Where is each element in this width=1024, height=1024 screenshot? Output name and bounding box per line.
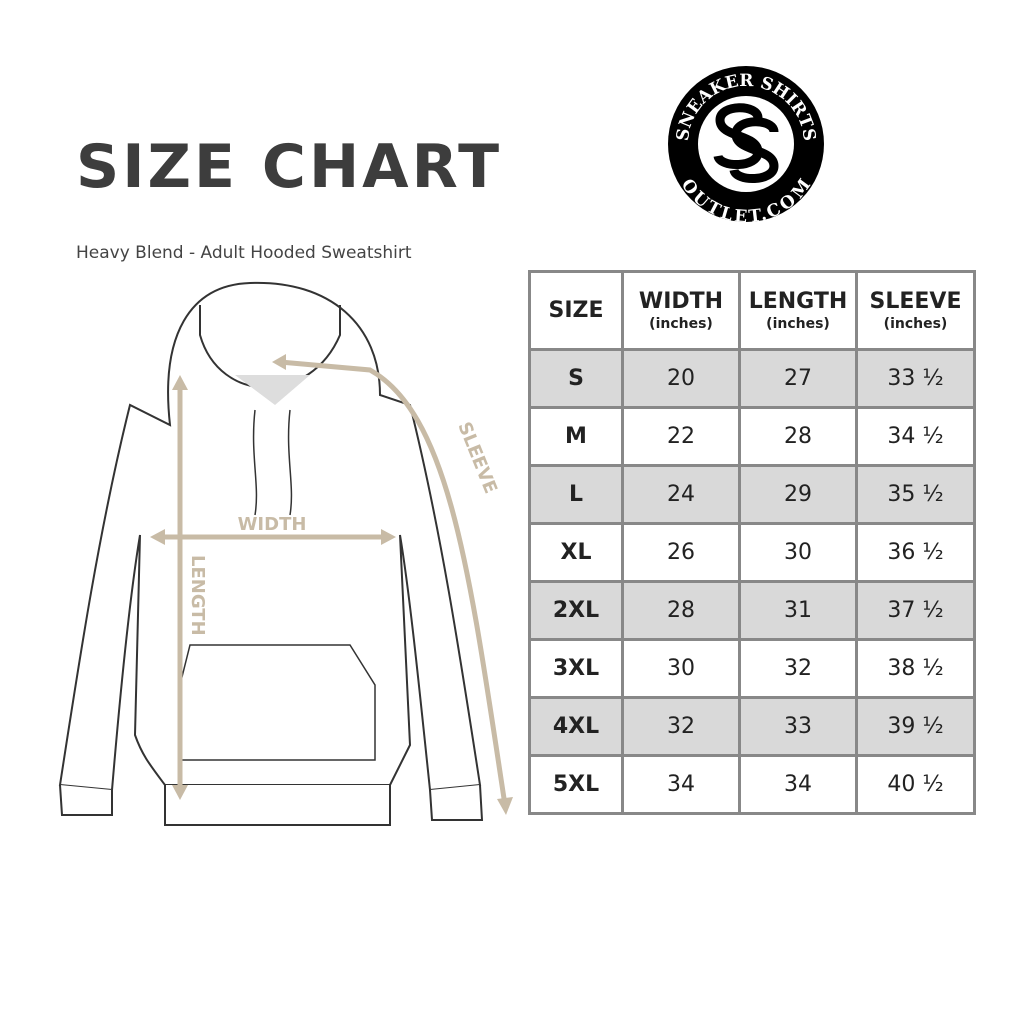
- measurement-cell: 37 ½: [855, 580, 976, 641]
- measurement-cell: 30: [621, 638, 741, 699]
- table-header-row: SIZE WIDTH (inches) LENGTH (inches) SLEEVE (in…: [528, 270, 976, 351]
- size-cell: L: [528, 464, 624, 525]
- brand-logo: SNEAKER SHIRTS OUTLET.COM: [668, 66, 824, 224]
- header-label: LENGTH: [748, 288, 848, 314]
- size-cell: M: [528, 406, 624, 467]
- hoodie-diagram: WIDTH LENGTH SLEEVE: [58, 281, 513, 826]
- measurement-cell: 29: [738, 464, 858, 525]
- measurement-cell: 34: [738, 754, 858, 815]
- measurement-cell: 31: [738, 580, 858, 641]
- size-cell: 5XL: [528, 754, 624, 815]
- table-row: 3XL 30 32 38 ½: [528, 638, 976, 699]
- measurement-cell: 22: [621, 406, 741, 467]
- measurement-cell: 32: [738, 638, 858, 699]
- measurement-cell: 24: [621, 464, 741, 525]
- size-cell: 3XL: [528, 638, 624, 699]
- column-header-length: LENGTH (inches): [738, 270, 858, 351]
- size-cell: S: [528, 348, 624, 409]
- column-header-size: SIZE: [528, 270, 624, 351]
- table-row: 4XL 32 33 39 ½: [528, 696, 976, 757]
- measurement-cell: 30: [738, 522, 858, 583]
- measurement-cell: 38 ½: [855, 638, 976, 699]
- header-label: SIZE: [548, 297, 604, 323]
- table-row: M 22 28 34 ½: [528, 406, 976, 467]
- header-label: SLEEVE: [869, 288, 962, 314]
- measurement-cell: 33 ½: [855, 348, 976, 409]
- sleeve-label: SLEEVE: [453, 419, 501, 497]
- measurement-cell: 34: [621, 754, 741, 815]
- table-row: 5XL 34 34 40 ½: [528, 754, 976, 815]
- header-unit: (inches): [883, 315, 948, 332]
- size-cell: 4XL: [528, 696, 624, 757]
- page-title: SIZE CHART: [76, 132, 503, 202]
- measurement-cell: 32: [621, 696, 741, 757]
- measurement-cell: 40 ½: [855, 754, 976, 815]
- measurement-cell: 20: [621, 348, 741, 409]
- table-row: S 20 27 33 ½: [528, 348, 976, 409]
- size-cell: XL: [528, 522, 624, 583]
- measurement-cell: 34 ½: [855, 406, 976, 467]
- size-cell: 2XL: [528, 580, 624, 641]
- length-label: LENGTH: [187, 555, 208, 636]
- column-header-sleeve: SLEEVE (inches): [855, 270, 976, 351]
- measurement-cell: 39 ½: [855, 696, 976, 757]
- column-header-width: WIDTH (inches): [621, 270, 741, 351]
- table-row: 2XL 28 31 37 ½: [528, 580, 976, 641]
- table-row: L 24 29 35 ½: [528, 464, 976, 525]
- product-subtitle: Heavy Blend - Adult Hooded Sweatshirt: [76, 243, 412, 263]
- measurement-cell: 26: [621, 522, 741, 583]
- table-row: XL 26 30 36 ½: [528, 522, 976, 583]
- measurement-cell: 36 ½: [855, 522, 976, 583]
- measurement-cell: 33: [738, 696, 858, 757]
- measurement-cell: 35 ½: [855, 464, 976, 525]
- measurement-cell: 28: [738, 406, 858, 467]
- header-label: WIDTH: [638, 288, 724, 314]
- hoodie-outline: [58, 281, 484, 826]
- header-unit: (inches): [649, 315, 713, 332]
- size-table: SIZE WIDTH (inches) LENGTH (inches) SLEEVE (in…: [528, 270, 976, 815]
- logo-monogram: [713, 103, 779, 184]
- measurement-cell: 27: [738, 348, 858, 409]
- header-unit: (inches): [766, 315, 830, 332]
- width-label: WIDTH: [238, 514, 307, 535]
- measurement-cell: 28: [621, 580, 741, 641]
